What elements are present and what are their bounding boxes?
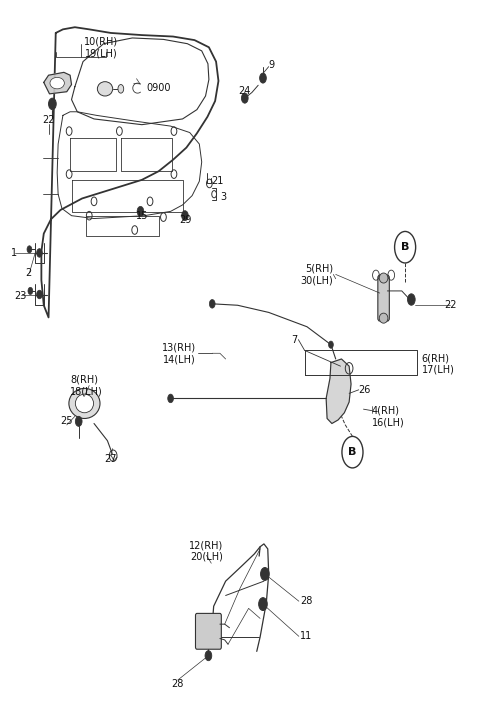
Circle shape xyxy=(75,416,82,426)
Text: B: B xyxy=(401,242,409,252)
FancyBboxPatch shape xyxy=(378,275,389,321)
Ellipse shape xyxy=(75,394,94,413)
FancyBboxPatch shape xyxy=(195,613,221,649)
Circle shape xyxy=(328,341,333,348)
Ellipse shape xyxy=(50,78,64,89)
Text: 28: 28 xyxy=(171,679,184,689)
Text: 21: 21 xyxy=(211,177,224,186)
Text: 13(RH)
14(LH): 13(RH) 14(LH) xyxy=(162,342,196,364)
Circle shape xyxy=(209,299,215,308)
Text: 25: 25 xyxy=(60,416,73,426)
Text: 22: 22 xyxy=(444,300,457,310)
Ellipse shape xyxy=(69,388,100,419)
Ellipse shape xyxy=(379,273,388,283)
Circle shape xyxy=(36,248,42,257)
Circle shape xyxy=(261,567,269,580)
Text: 4(RH)
16(LH): 4(RH) 16(LH) xyxy=(372,406,404,427)
Polygon shape xyxy=(326,359,351,424)
Text: 24: 24 xyxy=(239,86,251,96)
Ellipse shape xyxy=(379,313,388,323)
Text: 11: 11 xyxy=(300,631,312,641)
Text: 28: 28 xyxy=(300,596,312,606)
Circle shape xyxy=(36,290,42,299)
Ellipse shape xyxy=(118,85,124,93)
Text: 9: 9 xyxy=(268,60,274,70)
Circle shape xyxy=(260,73,266,83)
Circle shape xyxy=(48,98,56,110)
Circle shape xyxy=(27,246,32,253)
Text: 10(RH)
19(LH): 10(RH) 19(LH) xyxy=(84,37,118,58)
Text: 7: 7 xyxy=(291,335,298,345)
Text: 0900: 0900 xyxy=(147,83,171,93)
Text: 22: 22 xyxy=(42,116,55,126)
Circle shape xyxy=(181,210,188,220)
Circle shape xyxy=(28,287,33,294)
Text: 6(RH)
17(LH): 6(RH) 17(LH) xyxy=(422,353,455,375)
Circle shape xyxy=(259,597,267,610)
Text: 23: 23 xyxy=(14,291,27,301)
Circle shape xyxy=(205,651,212,661)
Text: 12(RH)
20(LH): 12(RH) 20(LH) xyxy=(190,540,224,562)
Text: 1: 1 xyxy=(11,248,17,258)
Circle shape xyxy=(408,294,415,305)
Text: 15: 15 xyxy=(136,210,148,220)
Polygon shape xyxy=(44,73,72,94)
Text: B: B xyxy=(348,447,357,457)
Ellipse shape xyxy=(97,82,113,96)
Text: 3: 3 xyxy=(220,192,226,202)
Text: 5(RH)
30(LH): 5(RH) 30(LH) xyxy=(300,264,333,285)
Text: 29: 29 xyxy=(179,215,191,225)
Circle shape xyxy=(137,206,144,216)
Circle shape xyxy=(241,93,248,103)
Text: 8(RH)
18(LH): 8(RH) 18(LH) xyxy=(70,375,103,396)
Text: 26: 26 xyxy=(359,385,371,395)
Text: 27: 27 xyxy=(105,454,117,465)
Circle shape xyxy=(168,394,173,403)
Text: 2: 2 xyxy=(25,268,32,278)
